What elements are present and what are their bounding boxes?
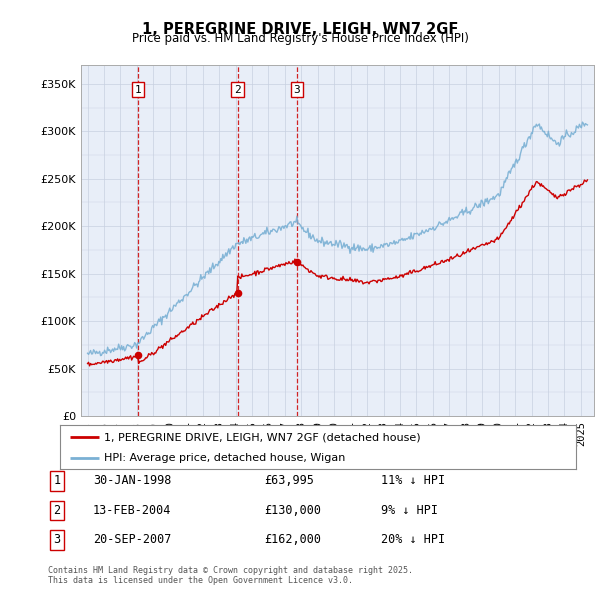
Text: Contains HM Land Registry data © Crown copyright and database right 2025.
This d: Contains HM Land Registry data © Crown c… [48, 566, 413, 585]
Text: 20-SEP-2007: 20-SEP-2007 [93, 533, 172, 546]
Text: Price paid vs. HM Land Registry's House Price Index (HPI): Price paid vs. HM Land Registry's House … [131, 32, 469, 45]
Text: £63,995: £63,995 [264, 474, 314, 487]
Text: 1: 1 [135, 84, 142, 94]
Text: 30-JAN-1998: 30-JAN-1998 [93, 474, 172, 487]
Text: 1, PEREGRINE DRIVE, LEIGH, WN7 2GF (detached house): 1, PEREGRINE DRIVE, LEIGH, WN7 2GF (deta… [104, 432, 421, 442]
Text: HPI: Average price, detached house, Wigan: HPI: Average price, detached house, Wiga… [104, 453, 345, 463]
Text: 20% ↓ HPI: 20% ↓ HPI [381, 533, 445, 546]
Text: 9% ↓ HPI: 9% ↓ HPI [381, 504, 438, 517]
Text: £130,000: £130,000 [264, 504, 321, 517]
Text: 1, PEREGRINE DRIVE, LEIGH, WN7 2GF: 1, PEREGRINE DRIVE, LEIGH, WN7 2GF [142, 22, 458, 37]
Text: 3: 3 [293, 84, 300, 94]
Text: 2: 2 [234, 84, 241, 94]
Text: £162,000: £162,000 [264, 533, 321, 546]
Text: 2: 2 [53, 504, 61, 517]
Text: 3: 3 [53, 533, 61, 546]
Text: 11% ↓ HPI: 11% ↓ HPI [381, 474, 445, 487]
Text: 13-FEB-2004: 13-FEB-2004 [93, 504, 172, 517]
Text: 1: 1 [53, 474, 61, 487]
